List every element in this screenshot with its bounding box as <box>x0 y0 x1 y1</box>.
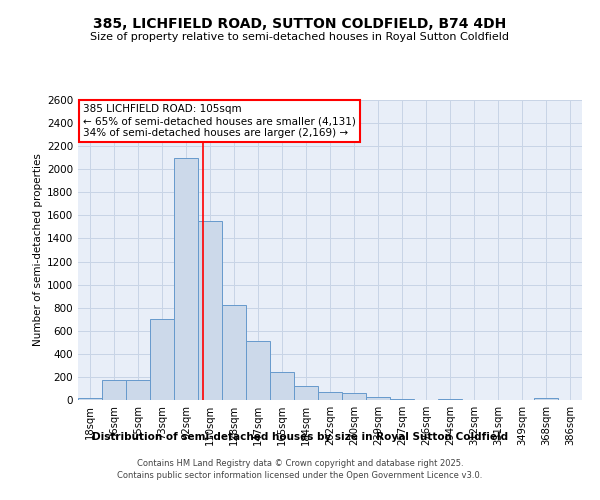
Bar <box>246 341 270 400</box>
Text: Distribution of semi-detached houses by size in Royal Sutton Coldfield: Distribution of semi-detached houses by … <box>92 432 508 442</box>
Text: 385, LICHFIELD ROAD, SUTTON COLDFIELD, B74 4DH: 385, LICHFIELD ROAD, SUTTON COLDFIELD, B… <box>94 18 506 32</box>
Bar <box>222 305 246 400</box>
Bar <box>102 380 126 400</box>
Bar <box>438 399 462 400</box>
Bar <box>150 319 174 400</box>
Bar <box>390 399 414 400</box>
Text: Contains HM Land Registry data © Crown copyright and database right 2025.
Contai: Contains HM Land Registry data © Crown c… <box>118 459 482 480</box>
Text: 385 LICHFIELD ROAD: 105sqm
← 65% of semi-detached houses are smaller (4,131)
34%: 385 LICHFIELD ROAD: 105sqm ← 65% of semi… <box>83 104 356 138</box>
Bar <box>78 398 102 400</box>
Bar <box>366 397 390 400</box>
Bar <box>318 392 342 400</box>
Bar <box>270 372 294 400</box>
Bar <box>198 221 222 400</box>
Bar <box>534 398 558 400</box>
Bar <box>126 380 150 400</box>
Bar <box>342 393 366 400</box>
Bar <box>294 386 318 400</box>
Y-axis label: Number of semi-detached properties: Number of semi-detached properties <box>33 154 43 346</box>
Text: Size of property relative to semi-detached houses in Royal Sutton Coldfield: Size of property relative to semi-detach… <box>91 32 509 42</box>
Bar <box>174 158 198 400</box>
